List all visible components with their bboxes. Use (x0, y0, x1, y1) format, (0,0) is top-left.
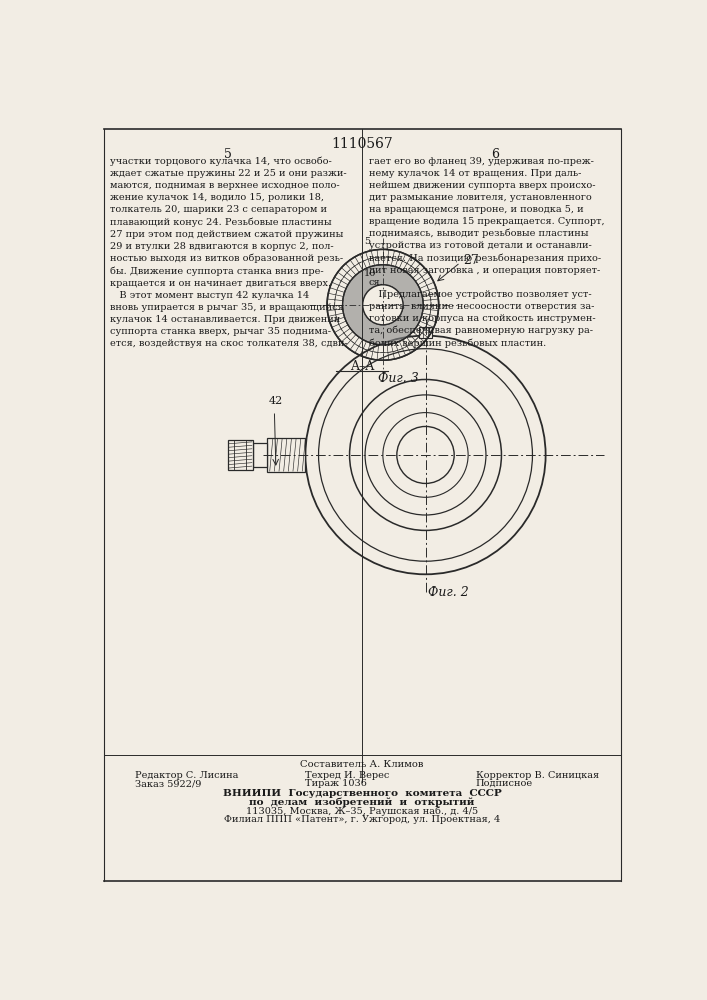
Text: Корректор В. Синицкая: Корректор В. Синицкая (476, 771, 599, 780)
Text: 6: 6 (491, 148, 499, 161)
Text: 42: 42 (269, 396, 283, 406)
Text: Редактор С. Лисина: Редактор С. Лисина (135, 771, 238, 780)
Bar (228, 440, 252, 470)
Text: Техред И. Верес: Техред И. Верес (305, 771, 390, 780)
Text: Подписное: Подписное (476, 779, 533, 788)
Text: Тираж 1036: Тираж 1036 (305, 779, 367, 788)
Text: 5: 5 (224, 148, 232, 161)
Text: по  делам  изобретений  и  открытий: по делам изобретений и открытий (250, 798, 474, 807)
Text: участки торцового кулачка 14, что освобо-
ждает сжатые пружины 22 и 25 и они раз: участки торцового кулачка 14, что освобо… (110, 157, 348, 348)
Text: 27: 27 (464, 254, 479, 267)
Text: Составитель А. Климов: Составитель А. Климов (300, 760, 423, 769)
Text: Филиал ППП «Патент», г. Ужгород, ул. Проектная, 4: Филиал ППП «Патент», г. Ужгород, ул. Про… (224, 815, 500, 824)
Text: ВНИИПИ  Государственного  комитета  СССР: ВНИИПИ Государственного комитета СССР (223, 789, 501, 798)
Text: A–A: A–A (350, 360, 374, 373)
Text: Фиг. 2: Фиг. 2 (428, 586, 469, 599)
Bar (419, 327, 432, 338)
Text: 1110567: 1110567 (331, 137, 393, 151)
Bar (267, 438, 305, 472)
Circle shape (343, 265, 423, 345)
Text: 5: 5 (364, 237, 370, 246)
Text: 113035, Москва, Ж–35, Раушская наб., д. 4/5: 113035, Москва, Ж–35, Раушская наб., д. … (246, 806, 478, 816)
Circle shape (363, 285, 403, 325)
Text: Фиг. 3: Фиг. 3 (378, 372, 419, 385)
Bar (252, 443, 267, 467)
Text: 10: 10 (364, 269, 377, 278)
Text: Заказ 5922/9: Заказ 5922/9 (135, 779, 201, 788)
Text: гает его во фланец 39, удерживая по-преж-
нему кулачок 14 от вращения. При даль-: гает его во фланец 39, удерживая по-преж… (369, 157, 604, 348)
